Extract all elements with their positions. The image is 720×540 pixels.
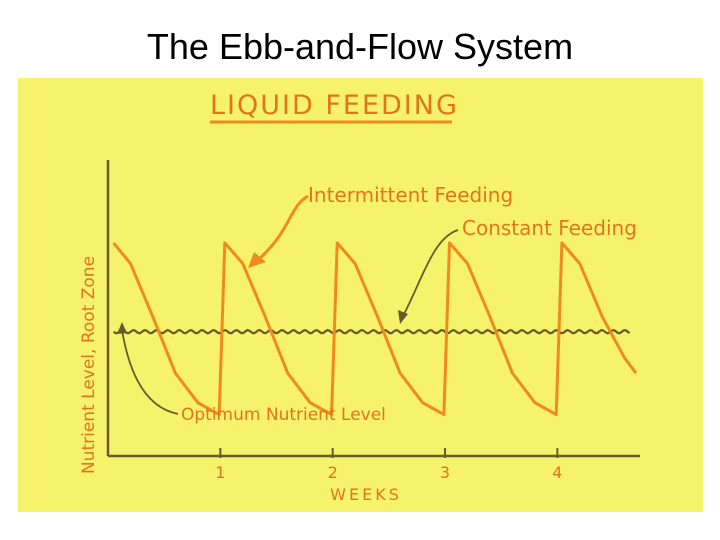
annotation-optimum-nutrient-level: Optimum Nutrient Level: [117, 322, 386, 425]
annotation-optimum-text: Optimum Nutrient Level: [181, 405, 386, 425]
annotation-constant-feeding: Constant Feeding: [398, 216, 637, 324]
chart-panel: LIQUID FEEDING Nutrient Level, Root Zone…: [18, 78, 703, 512]
annotation-optimum-arrow: [121, 329, 179, 415]
chart-title: LIQUID FEEDING: [210, 90, 459, 121]
annotation-intermittent-feeding-text: Intermittent Feeding: [308, 183, 513, 207]
annotation-intermittent-feeding: Intermittent Feeding: [248, 183, 513, 268]
annotation-intermittent-arrowhead: [248, 252, 266, 268]
annotation-constant-arrowhead: [398, 310, 408, 324]
slide-title: The Ebb-and-Flow System: [146, 26, 574, 67]
annotation-optimum-arrowhead: [117, 322, 127, 334]
x-ticks: 1 2 3 4: [215, 448, 562, 482]
x-axis-label: WEEKS: [330, 485, 402, 504]
y-axis-label: Nutrient Level, Root Zone: [79, 256, 99, 474]
series-constant-feeding-line: [112, 328, 631, 335]
panel-background: [18, 78, 703, 512]
x-tick-label: 2: [328, 463, 338, 482]
series-intermittent-feeding-line: [112, 241, 638, 417]
chart-svg: LIQUID FEEDING Nutrient Level, Root Zone…: [18, 78, 703, 512]
axes: [106, 160, 640, 458]
annotation-constant-arrow: [402, 229, 459, 317]
x-tick-label: 4: [552, 463, 562, 482]
x-tick-label: 3: [440, 463, 450, 482]
annotation-constant-feeding-text: Constant Feeding: [462, 216, 637, 240]
x-tick-label: 1: [215, 463, 225, 482]
annotation-intermittent-arrow: [256, 194, 309, 262]
